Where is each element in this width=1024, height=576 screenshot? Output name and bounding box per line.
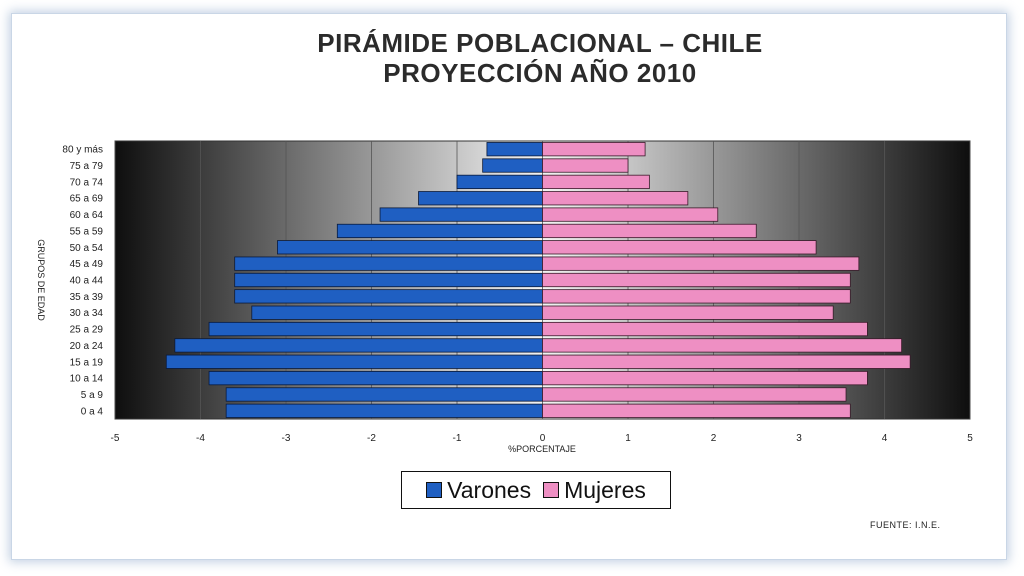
bar-varones — [225, 387, 543, 402]
bar-varones — [456, 174, 543, 189]
y-tick-label: 65 a 69 — [70, 194, 104, 205]
y-tick-label: 75 a 79 — [70, 161, 104, 172]
x-tick-label: 5 — [967, 433, 973, 444]
x-tick-label: 0 — [540, 433, 546, 444]
bar-varones — [336, 223, 543, 239]
y-tick-label: 0 a 4 — [81, 406, 104, 417]
legend-swatch-varones — [426, 482, 443, 498]
bar-varones — [234, 272, 543, 288]
bar-varones — [225, 403, 543, 418]
y-tick-label: 25 a 29 — [70, 325, 104, 336]
bar-varones — [379, 207, 543, 222]
bar-varones — [234, 289, 543, 304]
chart-title-line-1: PIRÁMIDE POBLACIONAL – CHILE — [317, 28, 763, 58]
bar-varones — [208, 321, 543, 337]
legend-item-mujeres: Mujeres — [543, 477, 646, 504]
y-tick-label: 40 a 44 — [70, 276, 104, 287]
x-tick-label: 4 — [882, 433, 888, 444]
y-tick-label: 50 a 54 — [70, 243, 104, 254]
bar-mujeres — [542, 174, 650, 189]
legend-label-mujeres: Mujeres — [564, 476, 646, 503]
bar-varones — [251, 305, 543, 320]
y-tick-label: 70 a 74 — [70, 177, 104, 188]
x-axis-label: %PORCENTAJE — [508, 444, 576, 454]
x-tick-label: 2 — [711, 433, 717, 444]
y-tick-label: 30 a 34 — [70, 308, 104, 319]
bar-mujeres — [542, 142, 646, 157]
x-tick-label: -5 — [111, 433, 120, 444]
bar-varones — [486, 142, 543, 157]
y-tick-label: 80 y más — [62, 145, 103, 156]
x-tick-label: -4 — [196, 433, 205, 444]
x-tick-labels: -5 -4 -3 -2 -1 0 1 2 3 4 5 — [111, 433, 974, 444]
bar-mujeres — [542, 403, 851, 418]
x-tick-label: 3 — [796, 433, 802, 444]
bar-mujeres — [542, 371, 868, 386]
bar-varones — [208, 371, 543, 386]
bar-varones — [482, 158, 543, 173]
y-tick-label: 35 a 39 — [70, 292, 104, 303]
y-tick-labels: 0 a 4 5 a 9 10 a 14 15 a 19 20 a 24 25 a 29 30… — [62, 145, 103, 418]
y-tick-label: 20 a 24 — [70, 341, 104, 352]
series-mujeres — [542, 142, 911, 418]
y-tick-label: 45 a 49 — [70, 259, 104, 270]
x-tick-label: -2 — [367, 433, 376, 444]
bar-mujeres — [542, 321, 868, 337]
legend-swatch-mujeres — [543, 482, 560, 498]
bar-mujeres — [542, 305, 834, 320]
bar-varones — [174, 338, 543, 353]
bar-mujeres — [542, 207, 719, 222]
bar-varones — [165, 354, 543, 369]
x-tick-label: -1 — [453, 433, 462, 444]
legend: Varones Mujeres — [401, 471, 671, 509]
bar-varones — [277, 240, 543, 255]
bar-mujeres — [542, 158, 629, 173]
legend-label-varones: Varones — [447, 476, 532, 503]
bar-varones — [234, 256, 543, 271]
bar-mujeres — [542, 338, 903, 353]
bar-mujeres — [542, 387, 847, 402]
bar-mujeres — [542, 223, 757, 239]
y-tick-label: 15 a 19 — [70, 357, 104, 368]
bar-mujeres — [542, 256, 860, 271]
series-varones — [165, 142, 543, 418]
x-tick-label: -3 — [282, 433, 291, 444]
y-tick-label: 5 a 9 — [81, 390, 104, 401]
chart-title: PIRÁMIDE POBLACIONAL – CHILE PROYECCIÓN … — [230, 28, 850, 88]
y-tick-label: 55 a 59 — [70, 226, 104, 237]
x-tick-label: 1 — [625, 433, 631, 444]
bar-varones — [418, 191, 543, 206]
bar-mujeres — [542, 272, 851, 288]
bar-mujeres — [542, 289, 851, 304]
source-note: FUENTE: I.N.E. — [870, 520, 941, 530]
y-tick-label: 60 a 64 — [70, 210, 104, 221]
bar-mujeres — [542, 191, 689, 206]
bar-mujeres — [542, 354, 911, 369]
bar-mujeres — [542, 240, 817, 255]
y-tick-label: 10 a 14 — [70, 374, 104, 385]
chart-title-line-2: PROYECCIÓN AÑO 2010 — [383, 58, 697, 88]
y-axis-label: GRUPOS DE EDAD — [36, 239, 46, 321]
legend-item-varones: Varones — [426, 477, 531, 504]
